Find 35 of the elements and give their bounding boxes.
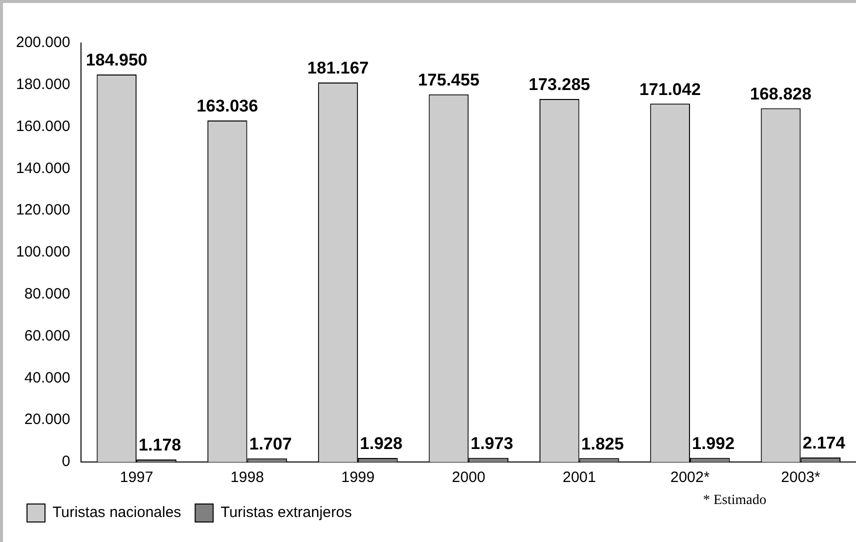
data-label: 1.992 xyxy=(692,434,735,454)
text: * Estimado xyxy=(703,493,766,509)
x-tick-label: 2001 xyxy=(562,469,596,486)
data-label: 1.825 xyxy=(581,434,624,454)
legend-label: Turistas nacionales xyxy=(52,504,182,522)
y-tick-label: 120.000 xyxy=(16,202,70,219)
y-tick-label: 0 xyxy=(62,453,70,470)
data-label: 184.950 xyxy=(86,50,148,70)
x-tick-label: 2002* xyxy=(670,469,710,486)
y-tick-label: 100.000 xyxy=(16,244,70,261)
data-label: 181.167 xyxy=(307,58,369,78)
y-tick-label: 140.000 xyxy=(16,160,70,177)
data-label: 1.707 xyxy=(249,434,292,454)
y-tick-label: 80.000 xyxy=(24,286,70,303)
data-label: 163.036 xyxy=(196,96,258,116)
x-tick-label: 1998 xyxy=(230,469,264,486)
data-label: 1.973 xyxy=(470,434,514,454)
y-tick-label: 60.000 xyxy=(24,327,70,344)
data-label: 1.178 xyxy=(138,436,182,455)
data-label: 173.285 xyxy=(528,75,590,94)
y-tick-label: 180.000 xyxy=(16,76,70,94)
data-label: 2.174 xyxy=(802,434,846,453)
legend-label: Turistas extranjeros xyxy=(220,504,352,522)
data-label: 1.928 xyxy=(360,434,402,454)
x-tick-label: 2003* xyxy=(781,469,820,486)
x-tick-label: 1997 xyxy=(120,469,154,486)
y-tick-label: 40.000 xyxy=(24,369,70,386)
x-tick-label: 2000 xyxy=(452,469,486,486)
x-tick-label: 1999 xyxy=(341,469,375,486)
y-tick-label: 160.000 xyxy=(16,118,70,135)
data-label: 175.455 xyxy=(418,70,480,90)
data-label: 171.042 xyxy=(639,80,701,99)
y-tick-label: 20.000 xyxy=(24,411,70,428)
data-label: 168.828 xyxy=(750,84,812,104)
y-tick-label: 200.000 xyxy=(16,34,70,52)
